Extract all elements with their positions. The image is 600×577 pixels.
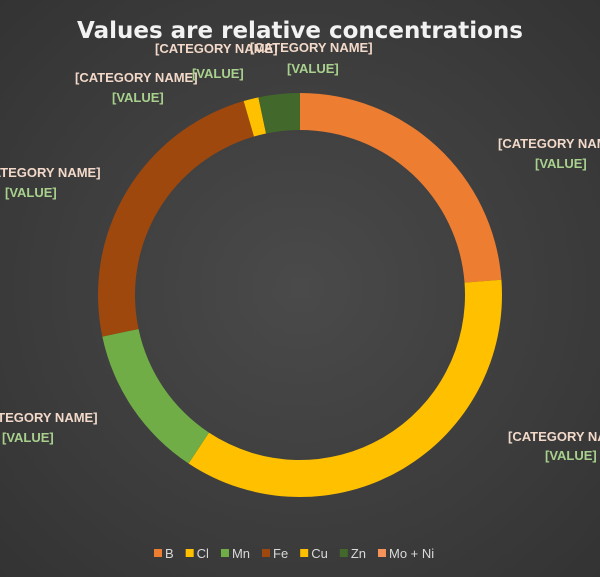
legend: B Cl Mn Fe Cu Zn Mo + Ni xyxy=(154,546,434,561)
data-label-category: [CATEGORY NAME] xyxy=(250,40,373,55)
legend-swatch xyxy=(300,549,309,557)
legend-swatch xyxy=(339,549,348,557)
chart-title: Values are relative concentrations xyxy=(77,18,523,44)
data-label-category: [CATEGORY NAME] xyxy=(498,136,600,151)
data-label-category: [CATEGORY NAME] xyxy=(0,410,98,425)
legend-swatch xyxy=(262,549,271,557)
legend-swatch xyxy=(377,549,386,557)
slice-cu xyxy=(243,97,267,137)
legend-label: Cl xyxy=(197,546,209,561)
data-label-value: [VALUE] xyxy=(192,66,244,81)
data-label-category: [CATEGORY NAME] xyxy=(75,70,198,85)
data-label-value: [VALUE] xyxy=(112,90,164,105)
slice-fe xyxy=(98,101,254,337)
data-label-value: [VALUE] xyxy=(545,448,597,463)
data-label-value: [VALUE] xyxy=(5,185,57,200)
data-label-category: [CATEGORY NAME] xyxy=(155,41,278,56)
legend-label: Cu xyxy=(311,546,328,561)
legend-swatch xyxy=(185,549,194,557)
legend-label: Fe xyxy=(273,546,288,561)
data-labels: [CATEGORY NAME][VALUE][CATEGORY NAME][VA… xyxy=(0,40,600,463)
legend-label: Mn xyxy=(232,546,250,561)
legend-swatch xyxy=(220,549,229,557)
legend-swatch xyxy=(154,549,162,557)
data-label-category: [CATEGORY NAME] xyxy=(0,165,101,180)
slices xyxy=(98,93,502,498)
data-label-value: [VALUE] xyxy=(535,156,587,171)
slice-mn xyxy=(102,328,209,464)
slice-cl xyxy=(188,279,502,498)
legend-label: Mo + Ni xyxy=(389,546,434,561)
data-label-category: [CATEGORY NAME] xyxy=(508,429,600,444)
data-label-value: [VALUE] xyxy=(2,430,54,445)
slice-zn xyxy=(258,93,300,134)
legend-label: Zn xyxy=(351,546,366,561)
data-label-value: [VALUE] xyxy=(287,61,339,76)
slice-b xyxy=(300,93,502,283)
legend-label: B xyxy=(165,546,174,561)
